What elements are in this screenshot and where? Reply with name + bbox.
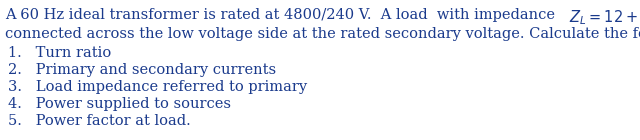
Text: 4.   Power supplied to sources: 4. Power supplied to sources: [8, 97, 231, 111]
Text: connected across the low voltage side at the rated secondary voltage. Calculate : connected across the low voltage side at…: [5, 27, 640, 41]
Text: 1.   Turn ratio: 1. Turn ratio: [8, 46, 111, 60]
Text: $=12+\ j9\Omega$: $=12+\ j9\Omega$: [586, 8, 640, 27]
Text: 2.   Primary and secondary currents: 2. Primary and secondary currents: [8, 63, 276, 77]
Text: $Z_L$: $Z_L$: [569, 8, 586, 27]
Text: A 60 Hz ideal transformer is rated at 4800/240 V.  A load  with impedance: A 60 Hz ideal transformer is rated at 48…: [5, 8, 569, 22]
Text: 5.   Power factor at load.: 5. Power factor at load.: [8, 114, 191, 128]
Text: 3.   Load impedance referred to primary: 3. Load impedance referred to primary: [8, 80, 307, 94]
